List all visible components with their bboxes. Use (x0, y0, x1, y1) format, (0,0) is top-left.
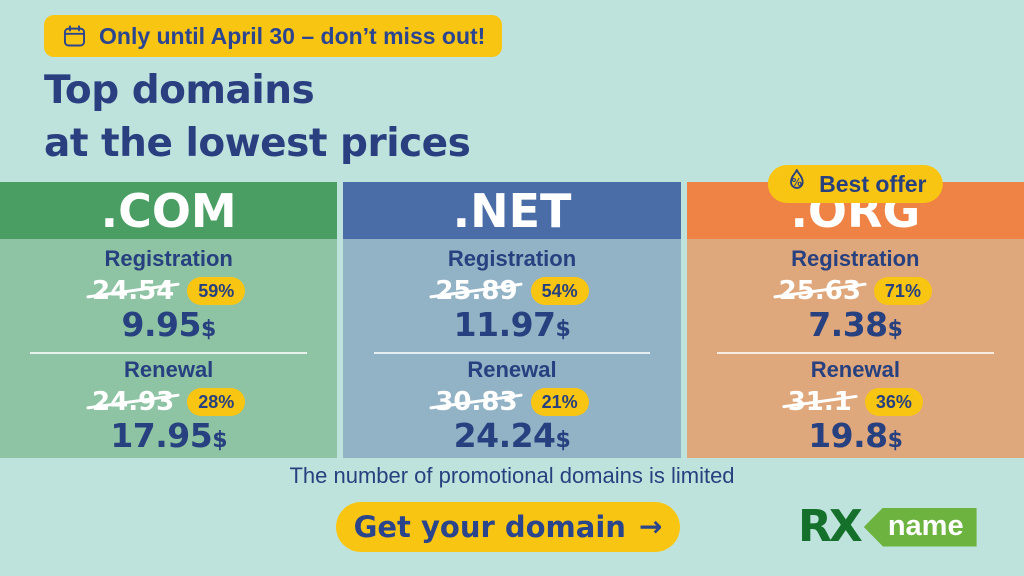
new-price: 11.97$ (453, 305, 571, 344)
new-price: 24.24$ (453, 416, 571, 455)
currency-symbol: $ (887, 317, 903, 342)
discount-badge: 59% (187, 276, 246, 305)
old-price: 25.89 (435, 275, 518, 306)
domain-body-com: Registration 24.54 59% 9.95$ Renewal 24.… (0, 239, 338, 458)
pricing-columns: .COM Registration 24.54 59% 9.95$ Renewa… (0, 165, 1024, 458)
renewal-section: Renewal 30.83 21% 24.24$ (343, 357, 680, 458)
logo-name-tag: name (863, 507, 977, 547)
discount-badge: 36% (864, 387, 923, 416)
currency-symbol: $ (212, 428, 228, 453)
old-price: 24.93 (92, 386, 175, 417)
domain-body-org: Registration 25.63 71% 7.38$ Renewal 31.… (686, 239, 1024, 458)
registration-section: Registration 25.63 71% 7.38$ (687, 246, 1024, 347)
domain-column-net: .NET Registration 25.89 54% 11.97$ Renew… (343, 182, 681, 458)
domain-column-com: .COM Registration 24.54 59% 9.95$ Renewa… (0, 182, 338, 458)
old-price: 24.54 (92, 275, 175, 306)
svg-text:%: % (792, 177, 802, 189)
discount-badge: 54% (530, 276, 589, 305)
get-your-domain-button[interactable]: Get your domain → (336, 502, 680, 552)
deadline-badge-label: Only until April 30 – don’t miss out! (99, 22, 486, 49)
best-offer-badge: % Best offer (768, 165, 943, 203)
renewal-label: Renewal (810, 357, 900, 382)
currency-symbol: $ (200, 317, 216, 342)
renewal-label: Renewal (467, 357, 557, 382)
arrow-right-icon: → (638, 510, 663, 543)
old-price: 25.63 (778, 275, 861, 306)
renewal-section: Renewal 24.93 28% 17.95$ (0, 357, 337, 458)
registration-label: Registration (104, 246, 233, 271)
discount-badge: 21% (530, 387, 589, 416)
old-price-row: 24.93 28% (0, 386, 337, 417)
new-price: 9.95$ (121, 305, 217, 344)
new-price: 17.95$ (110, 416, 228, 455)
old-price-row: 25.89 54% (343, 275, 680, 306)
limited-domains-note: The number of promotional domains is lim… (289, 463, 735, 488)
domain-body-net: Registration 25.89 54% 11.97$ Renewal 30… (343, 239, 681, 458)
discount-badge: 71% (873, 276, 932, 305)
cta-label: Get your domain (353, 510, 626, 544)
domain-header-com: .COM (0, 182, 338, 239)
new-price: 19.8$ (808, 416, 903, 455)
old-price-row: 31.1 36% (687, 386, 1024, 417)
section-divider (30, 352, 307, 354)
registration-section: Registration 25.89 54% 11.97$ (343, 246, 680, 347)
renewal-section: Renewal 31.1 36% 19.8$ (687, 357, 1024, 458)
flame-percent-icon: % (784, 168, 810, 200)
discount-badge: 28% (187, 387, 246, 416)
old-price-row: 25.63 71% (687, 275, 1024, 306)
page-title-line1: Top domains (44, 68, 315, 113)
renewal-label: Renewal (124, 357, 214, 382)
old-price-row: 30.83 21% (343, 386, 680, 417)
section-divider (717, 352, 994, 354)
page-title-line2: at the lowest prices (44, 121, 471, 166)
registration-section: Registration 24.54 59% 9.95$ (0, 246, 337, 347)
registration-label: Registration (447, 246, 577, 271)
old-price: 30.83 (435, 386, 518, 417)
currency-symbol: $ (555, 317, 571, 342)
best-offer-label: Best offer (819, 170, 927, 197)
currency-symbol: $ (555, 428, 571, 453)
deadline-badge: Only until April 30 – don’t miss out! (44, 15, 503, 57)
logo-rx-text: RX (798, 501, 863, 552)
rxname-logo: RX name (798, 505, 977, 549)
domain-header-net: .NET (343, 182, 681, 239)
old-price: 31.1 (787, 386, 852, 417)
page-title: Top domains at the lowest prices (44, 64, 471, 170)
registration-label: Registration (791, 246, 920, 271)
section-divider (373, 352, 651, 354)
new-price: 7.38$ (808, 305, 903, 344)
old-price-row: 24.54 59% (0, 275, 337, 306)
domain-column-org: % Best offer .ORG Registration 25.63 71%… (686, 165, 1024, 458)
calendar-icon (61, 23, 88, 50)
currency-symbol: $ (887, 428, 903, 453)
